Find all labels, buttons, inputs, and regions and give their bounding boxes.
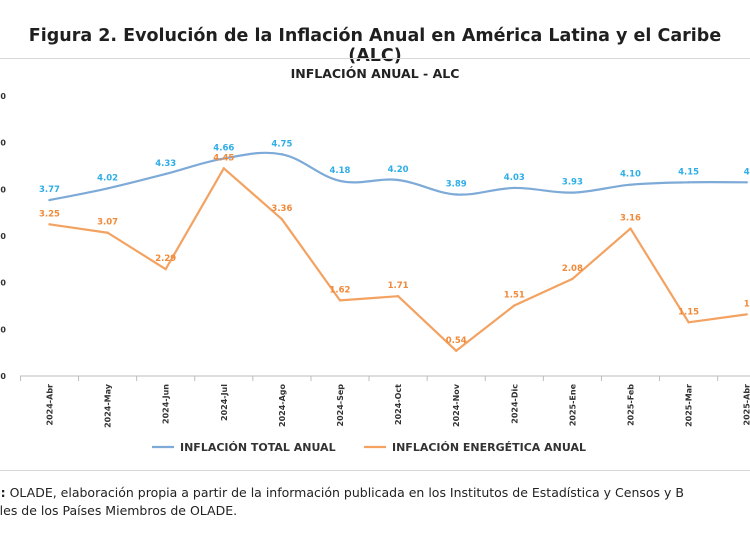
series-energy-point bbox=[338, 299, 342, 302]
total-data-label: 4.15 bbox=[678, 167, 699, 177]
energy-data-label: 1 bbox=[744, 299, 750, 309]
series-energy-point bbox=[687, 321, 690, 324]
energy-data-label: 3.25 bbox=[39, 209, 60, 219]
series-energy-point bbox=[745, 313, 748, 316]
x-tick-label: 2024-Nov bbox=[452, 383, 461, 427]
total-data-label: 4.66 bbox=[213, 144, 234, 154]
series-energy-point bbox=[629, 227, 632, 230]
energy-data-label: 1.15 bbox=[678, 307, 699, 317]
total-data-label: 4.75 bbox=[271, 139, 292, 149]
series-total-point bbox=[513, 186, 516, 190]
figure-title: Figura 2. Evolución de la Inflación Anua… bbox=[28, 26, 722, 66]
energy-data-label: 3.07 bbox=[97, 218, 118, 228]
series-total-point bbox=[338, 179, 342, 183]
legend-label-energy: INFLACIÓN ENERGÉTICA ANUAL bbox=[392, 441, 586, 454]
y-tick-label: 00 bbox=[0, 139, 6, 148]
series-total-point bbox=[222, 157, 225, 160]
bottom-divider bbox=[0, 470, 750, 471]
data-labels-layer: 3.77 4.02 4.33 4.66 4.75 4.18 4.20 3.89 4.03 3.93… bbox=[39, 139, 750, 345]
y-tick-label: 00 bbox=[0, 372, 6, 381]
energy-data-label: 3.16 bbox=[620, 214, 641, 224]
legend: INFLACIÓN TOTAL ANUAL INFLACIÓN ENERGÉTIC… bbox=[152, 441, 586, 454]
energy-data-label: 1.51 bbox=[504, 291, 525, 301]
total-data-label: 3.89 bbox=[446, 179, 467, 189]
energy-data-label: 2.29 bbox=[155, 254, 176, 264]
series-total-point bbox=[745, 181, 748, 184]
energy-data-label: 0.54 bbox=[446, 336, 467, 346]
chart-title: INFLACIÓN ANUAL - ALC bbox=[291, 66, 460, 81]
series-energy-point bbox=[222, 167, 225, 170]
series-energy-point bbox=[106, 231, 109, 234]
series-energy-point bbox=[280, 218, 284, 221]
y-tick-label: 00 bbox=[0, 232, 6, 241]
total-data-label: 4.03 bbox=[504, 173, 525, 183]
energy-data-label: 3.36 bbox=[271, 204, 292, 214]
axes: 00 00 00 00 00 00 00 2024-Abr 2024-May 2024-Jun 20… bbox=[0, 92, 750, 428]
series-total-point bbox=[106, 187, 109, 190]
energy-data-label: 1.62 bbox=[330, 285, 351, 295]
y-tick-label: 00 bbox=[0, 325, 6, 334]
x-tick-label: 2024-May bbox=[104, 383, 113, 428]
x-tick-label: 2024-Abr bbox=[46, 384, 55, 426]
series-total-point bbox=[455, 193, 458, 196]
series-layer bbox=[48, 151, 748, 352]
source-line-1: OLADE, elaboración propia a partir de la… bbox=[5, 485, 684, 500]
y-tick-label: 00 bbox=[0, 279, 6, 288]
line-chart: INFLACIÓN ANUAL - ALC 00 00 00 00 00 00 00 2024… bbox=[0, 66, 750, 454]
source-lead: o: bbox=[0, 485, 6, 500]
total-data-label: 4 bbox=[744, 167, 750, 177]
series-total-point bbox=[280, 153, 284, 156]
total-data-label: 4.18 bbox=[330, 166, 351, 176]
series-energy-point bbox=[164, 267, 167, 271]
x-tick-label: 2024-Jun bbox=[162, 384, 171, 424]
x-tick-label: 2025-Abr bbox=[743, 384, 750, 426]
energy-data-label: 4.45 bbox=[213, 153, 234, 163]
x-tick-label: 2024-Sep bbox=[336, 384, 345, 427]
total-data-label: 3.93 bbox=[562, 178, 583, 188]
x-tick-label: 2025-Mar bbox=[685, 384, 694, 427]
total-data-label: 4.33 bbox=[155, 159, 176, 169]
top-divider bbox=[0, 58, 750, 59]
total-data-label: 3.77 bbox=[39, 185, 60, 195]
energy-data-label: 2.08 bbox=[562, 264, 583, 274]
series-energy-point bbox=[571, 277, 574, 281]
series-energy-point bbox=[48, 223, 51, 226]
y-tick-label: 00 bbox=[0, 92, 6, 101]
total-data-label: 4.20 bbox=[388, 165, 409, 175]
legend-label-total: INFLACIÓN TOTAL ANUAL bbox=[180, 441, 336, 454]
x-tick-label: 2024-Dic bbox=[510, 384, 519, 424]
series-energy-point bbox=[513, 304, 516, 307]
source-note: o: OLADE, elaboración propia a partir de… bbox=[0, 484, 750, 520]
total-data-label: 4.02 bbox=[97, 173, 118, 183]
series-energy-point bbox=[455, 349, 458, 352]
series-total-point bbox=[571, 191, 574, 194]
total-data-label: 4.10 bbox=[620, 170, 641, 180]
series-total-point bbox=[48, 198, 51, 202]
x-tick-label: 2024-Ago bbox=[278, 383, 287, 427]
x-tick-label: 2025-Feb bbox=[627, 384, 636, 426]
series-total-point bbox=[396, 178, 400, 182]
x-tick-label: 2024-Oct bbox=[394, 384, 403, 425]
series-energy-point bbox=[396, 295, 400, 298]
energy-data-label: 1.71 bbox=[388, 281, 409, 291]
series-total-point bbox=[687, 181, 690, 184]
series-total-point bbox=[164, 172, 167, 176]
series-energy-line bbox=[49, 167, 747, 352]
x-tick-label: 2024-Jul bbox=[220, 384, 229, 421]
x-tick-label: 2025-Ene bbox=[568, 383, 577, 426]
source-line-2: ales de los Países Miembros de OLADE. bbox=[0, 503, 238, 518]
y-tick-label: 00 bbox=[0, 185, 6, 194]
series-total-point bbox=[629, 183, 632, 186]
series-total-line bbox=[49, 151, 747, 202]
